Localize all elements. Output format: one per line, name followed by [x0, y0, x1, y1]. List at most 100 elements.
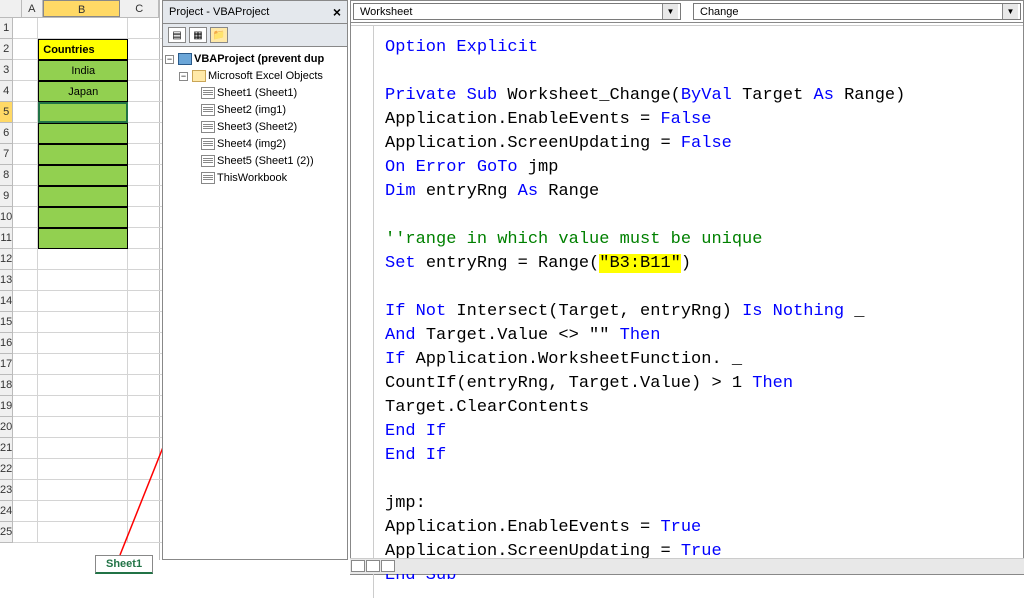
cell[interactable] [38, 375, 128, 396]
cell[interactable]: India [38, 60, 128, 81]
cell[interactable] [13, 165, 38, 186]
cell[interactable] [38, 102, 128, 123]
cell[interactable] [38, 417, 128, 438]
cell[interactable] [38, 312, 128, 333]
cell[interactable] [13, 81, 38, 102]
tree-sheet-item[interactable]: Sheet2 (img1) [165, 102, 345, 118]
row-header[interactable]: 20 [0, 417, 13, 438]
row-header[interactable]: 21 [0, 438, 13, 459]
cell[interactable] [38, 480, 128, 501]
tree-sheet-item[interactable]: Sheet4 (img2) [165, 136, 345, 152]
cell[interactable] [13, 480, 38, 501]
row-header[interactable]: 16 [0, 333, 13, 354]
cell[interactable] [38, 501, 128, 522]
view-object-icon[interactable]: ▦ [189, 27, 207, 43]
tree-sheet-item[interactable]: Sheet1 (Sheet1) [165, 85, 345, 101]
cell[interactable] [13, 18, 38, 39]
cell[interactable] [38, 438, 128, 459]
col-header-C[interactable]: C [120, 0, 159, 17]
tree-sheet-item[interactable]: Sheet5 (Sheet1 (2)) [165, 153, 345, 169]
object-dropdown[interactable]: Worksheet ▼ [353, 3, 681, 20]
cell[interactable] [38, 165, 128, 186]
row-header[interactable]: 5 [0, 102, 13, 123]
cell[interactable] [13, 228, 38, 249]
tree-folder[interactable]: − Microsoft Excel Objects [165, 68, 345, 84]
cell[interactable] [13, 396, 38, 417]
cell[interactable] [13, 333, 38, 354]
row-header[interactable]: 2 [0, 39, 13, 60]
cell[interactable] [38, 291, 128, 312]
cell[interactable] [38, 186, 128, 207]
sheet-tab[interactable]: Sheet1 [95, 555, 153, 574]
cell[interactable] [38, 522, 128, 543]
chevron-down-icon[interactable]: ▼ [662, 4, 678, 19]
row-header[interactable]: 10 [0, 207, 13, 228]
view-code-icon[interactable]: ▤ [168, 27, 186, 43]
row-header[interactable]: 7 [0, 144, 13, 165]
row-header[interactable]: 8 [0, 165, 13, 186]
row-header[interactable]: 25 [0, 522, 13, 543]
row-header[interactable]: 6 [0, 123, 13, 144]
cell[interactable] [13, 123, 38, 144]
cell[interactable] [13, 60, 38, 81]
cell[interactable] [38, 123, 128, 144]
chevron-down-icon[interactable]: ▼ [1002, 4, 1018, 19]
row-header[interactable]: 17 [0, 354, 13, 375]
scroll-arrow-left-icon[interactable] [381, 560, 395, 572]
tree-root[interactable]: − VBAProject (prevent dup [165, 51, 345, 67]
expand-icon[interactable]: − [179, 72, 188, 81]
cell[interactable] [38, 333, 128, 354]
col-header-B[interactable]: B [43, 0, 120, 17]
cell[interactable] [13, 522, 38, 543]
cell[interactable] [13, 459, 38, 480]
procedure-dropdown[interactable]: Change ▼ [693, 3, 1021, 20]
close-icon[interactable]: × [333, 4, 341, 20]
code-editor[interactable]: Option Explicit Private Sub Worksheet_Ch… [351, 25, 1023, 598]
cell[interactable]: Countries [38, 39, 128, 60]
cell[interactable] [38, 207, 128, 228]
cell[interactable] [13, 312, 38, 333]
row-header[interactable]: 22 [0, 459, 13, 480]
cell[interactable] [13, 207, 38, 228]
cell[interactable] [13, 249, 38, 270]
cell[interactable] [13, 417, 38, 438]
row-header[interactable]: 3 [0, 60, 13, 81]
cell[interactable] [13, 186, 38, 207]
cell[interactable] [38, 396, 128, 417]
row-header[interactable]: 15 [0, 312, 13, 333]
cell[interactable] [38, 354, 128, 375]
tree-sheet-item[interactable]: Sheet3 (Sheet2) [165, 119, 345, 135]
cell[interactable] [13, 144, 38, 165]
cell[interactable] [13, 39, 38, 60]
row-header[interactable]: 11 [0, 228, 13, 249]
scroll-box-icon[interactable] [366, 560, 380, 572]
tree-sheet-item[interactable]: ThisWorkbook [165, 170, 345, 186]
row-col-corner[interactable] [0, 0, 22, 17]
row-header[interactable]: 1 [0, 18, 13, 39]
cell[interactable] [13, 102, 38, 123]
cell[interactable] [13, 438, 38, 459]
cell[interactable] [13, 375, 38, 396]
row-header[interactable]: 13 [0, 270, 13, 291]
cell[interactable] [38, 18, 128, 39]
cell[interactable] [38, 249, 128, 270]
row-header[interactable]: 9 [0, 186, 13, 207]
cell[interactable] [38, 144, 128, 165]
cell[interactable] [38, 228, 128, 249]
row-header[interactable]: 18 [0, 375, 13, 396]
scroll-box-icon[interactable] [351, 560, 365, 572]
cell[interactable] [13, 354, 38, 375]
row-header[interactable]: 12 [0, 249, 13, 270]
row-header[interactable]: 24 [0, 501, 13, 522]
cell[interactable] [13, 270, 38, 291]
cell[interactable] [13, 291, 38, 312]
folder-toggle-icon[interactable]: 📁 [210, 27, 228, 43]
row-header[interactable]: 23 [0, 480, 13, 501]
col-header-A[interactable]: A [22, 0, 44, 17]
row-header[interactable]: 14 [0, 291, 13, 312]
row-header[interactable]: 4 [0, 81, 13, 102]
row-header[interactable]: 19 [0, 396, 13, 417]
horizontal-scrollbar[interactable] [350, 558, 1024, 574]
cell[interactable]: Japan [38, 81, 128, 102]
cell[interactable] [38, 459, 128, 480]
